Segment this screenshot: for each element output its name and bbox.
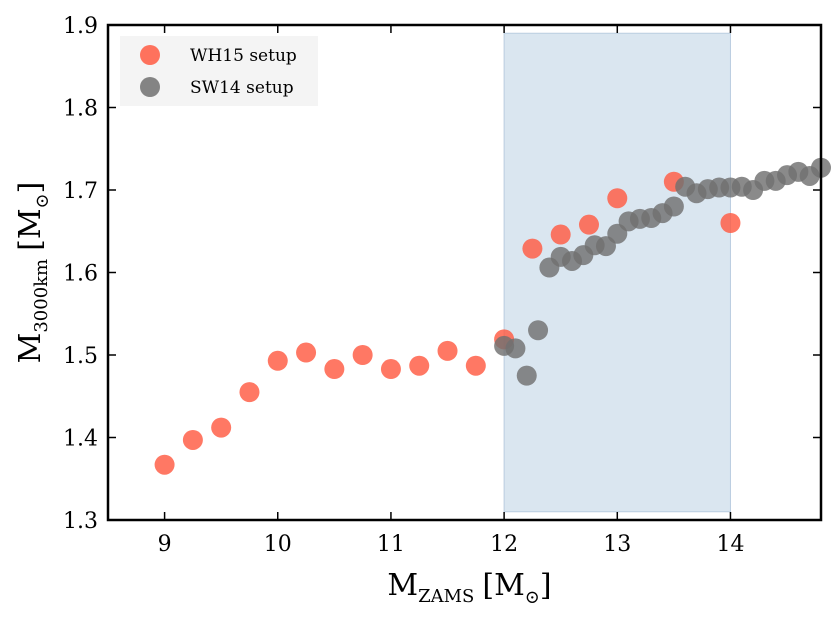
- wh15-point: [324, 359, 345, 380]
- x-tick-label: 9: [158, 532, 172, 557]
- wh15-point: [409, 355, 430, 376]
- x-tick-label: 13: [603, 532, 631, 557]
- sw14-point: [505, 338, 526, 359]
- y-tick-label: 1.3: [63, 509, 98, 534]
- x-tick-label: 12: [490, 532, 518, 557]
- wh15-point: [154, 454, 175, 475]
- wh15-point: [352, 345, 373, 365]
- wh15-point: [211, 417, 232, 438]
- y-tick-label: 1.9: [63, 14, 98, 39]
- y-tick-label: 1.5: [63, 344, 98, 369]
- y-tick-label: 1.8: [63, 97, 98, 122]
- x-tick-label: 14: [716, 532, 744, 557]
- wh15-point: [550, 224, 571, 245]
- y-tick-label: 1.4: [63, 427, 98, 452]
- x-tick-label: 10: [264, 532, 292, 557]
- wh15-point: [465, 355, 486, 376]
- ticks-layer: 9 10 11 12 13 14 1.3 1.4 1.5 1.6 1.7 1.8 1.9: [63, 14, 821, 557]
- legend: WH15 setup SW14 setup: [120, 36, 318, 106]
- wh15-point: [380, 359, 401, 380]
- sw14-point: [663, 196, 684, 217]
- wh15-point: [607, 188, 628, 209]
- shaded-region: [503, 32, 731, 513]
- legend-label: WH15 setup: [190, 46, 297, 66]
- wh15-point: [720, 213, 741, 233]
- sw14-point: [516, 365, 537, 386]
- x-axis-label: MZAMS [M⊙]: [387, 568, 551, 608]
- legend-marker: [140, 45, 160, 65]
- y-tick-label: 1.7: [63, 179, 98, 204]
- legend-label: SW14 setup: [190, 78, 294, 98]
- legend-marker: [140, 77, 160, 97]
- sw14-point: [528, 320, 549, 341]
- y-tick-label: 1.6: [63, 262, 98, 287]
- wh15-point: [578, 214, 599, 235]
- shaded-region-layer: [503, 32, 731, 513]
- x-tick-label: 11: [377, 532, 405, 557]
- wh15-point: [267, 350, 288, 371]
- wh15-point: [437, 340, 458, 361]
- y-axis-label: M3000km[M⊙]: [13, 182, 53, 364]
- wh15-point: [522, 238, 543, 259]
- wh15-point: [296, 342, 317, 363]
- wh15-point: [239, 382, 260, 403]
- wh15-point: [182, 429, 203, 450]
- scatter-points-layer: [154, 157, 831, 475]
